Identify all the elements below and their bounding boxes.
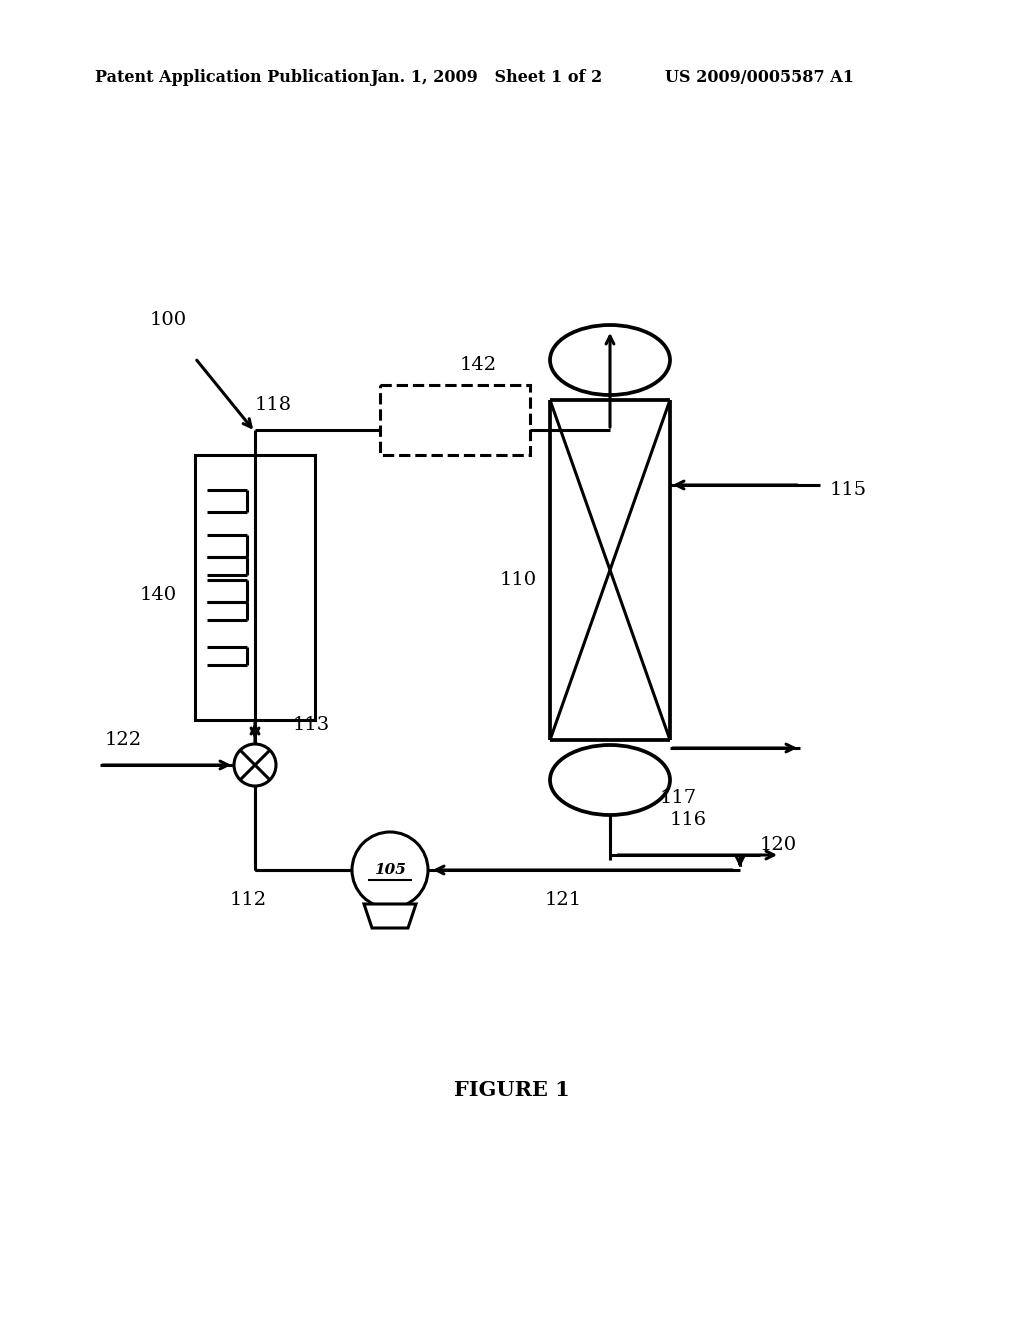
Text: 120: 120 xyxy=(760,836,797,854)
Text: 140: 140 xyxy=(140,586,177,605)
Circle shape xyxy=(352,832,428,908)
Text: FIGURE 1: FIGURE 1 xyxy=(454,1080,570,1100)
Text: 142: 142 xyxy=(460,356,497,374)
Text: 116: 116 xyxy=(670,810,708,829)
Ellipse shape xyxy=(550,744,670,814)
Text: 110: 110 xyxy=(500,572,538,589)
Text: 115: 115 xyxy=(830,480,867,499)
Circle shape xyxy=(234,744,276,785)
Polygon shape xyxy=(364,904,416,928)
Text: Patent Application Publication: Patent Application Publication xyxy=(95,70,370,87)
Text: 118: 118 xyxy=(255,396,292,414)
Text: 112: 112 xyxy=(230,891,267,909)
Ellipse shape xyxy=(550,325,670,395)
Text: Jan. 1, 2009   Sheet 1 of 2: Jan. 1, 2009 Sheet 1 of 2 xyxy=(370,70,602,87)
Text: 105: 105 xyxy=(374,863,406,876)
Text: US 2009/0005587 A1: US 2009/0005587 A1 xyxy=(665,70,854,87)
Text: 113: 113 xyxy=(293,715,331,734)
Text: 121: 121 xyxy=(545,891,582,909)
Text: 117: 117 xyxy=(660,789,697,807)
Text: 100: 100 xyxy=(150,312,187,329)
Text: 122: 122 xyxy=(105,731,142,748)
